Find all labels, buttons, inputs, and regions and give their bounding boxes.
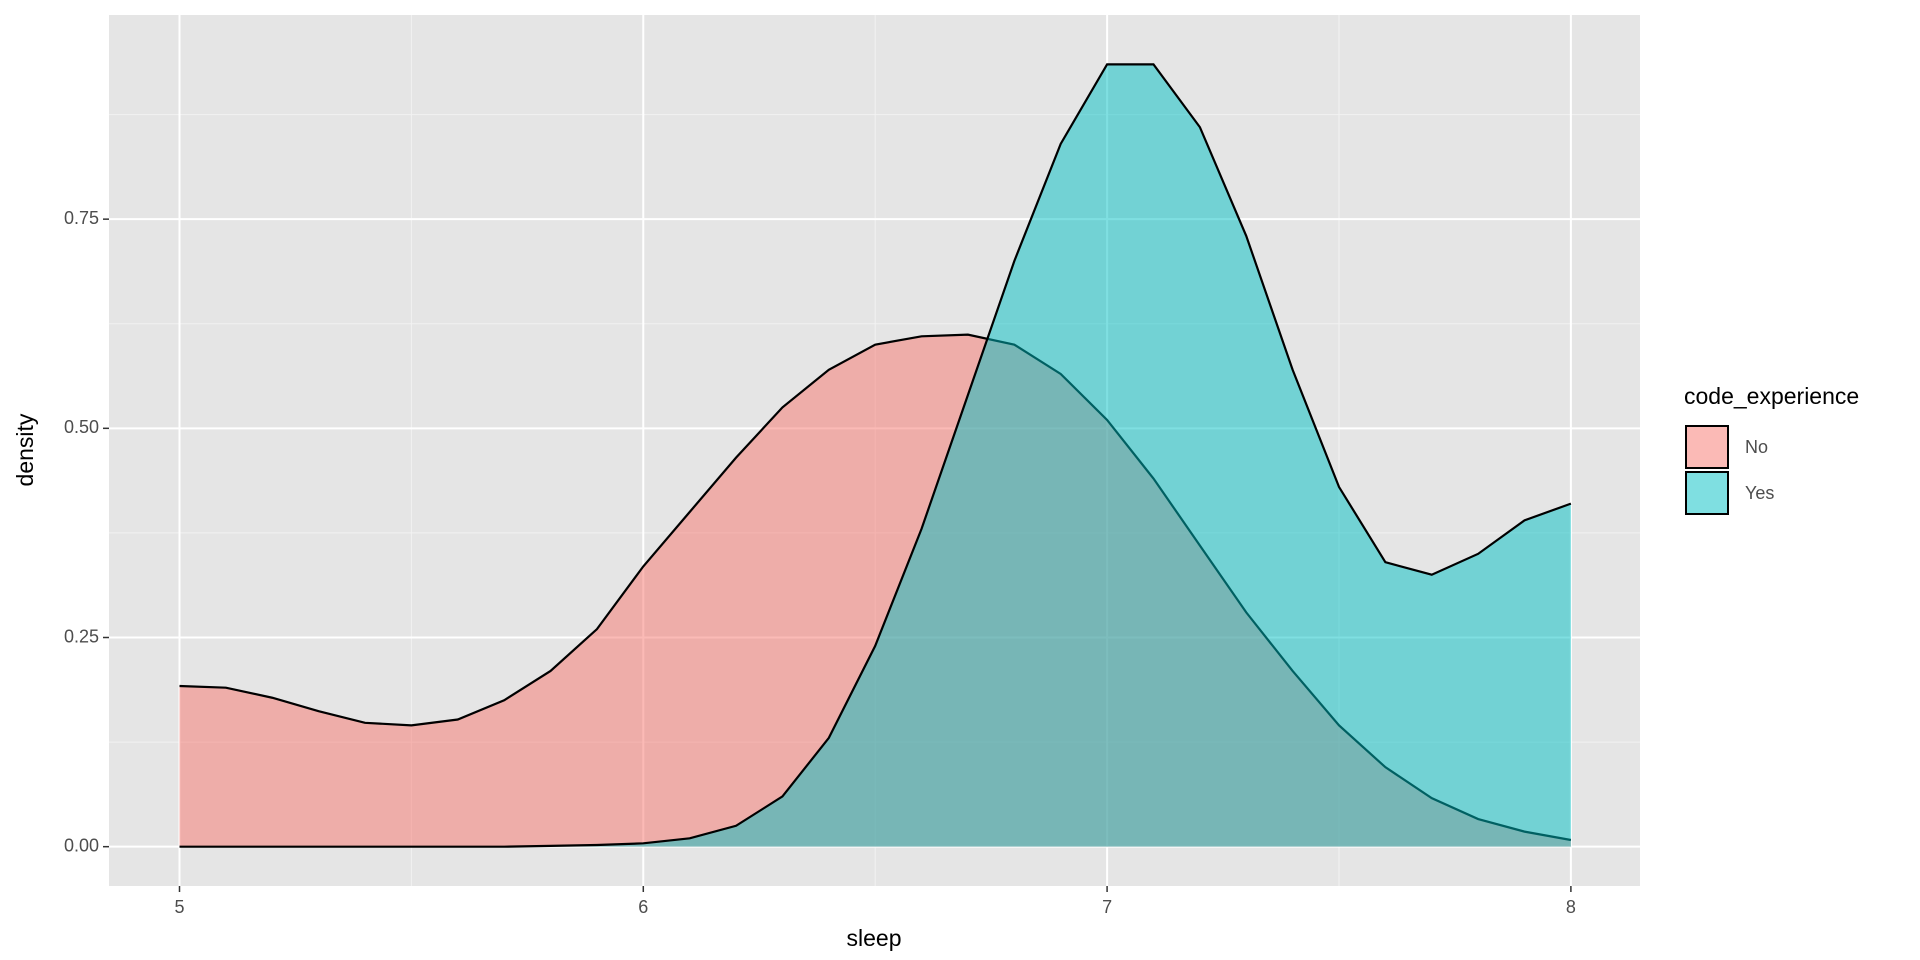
density-area <box>179 64 1571 847</box>
x-axis-title: sleep <box>847 925 902 951</box>
x-tick-label: 7 <box>1102 897 1112 917</box>
y-tick-label: 0.75 <box>64 208 99 228</box>
legend-label: No <box>1745 437 1768 457</box>
y-tick-label: 0.25 <box>64 626 99 646</box>
y-tick-label: 0.00 <box>64 835 99 855</box>
legend-label: Yes <box>1745 483 1774 503</box>
legend-key <box>1685 471 1729 515</box>
legend-key <box>1685 425 1729 469</box>
x-tick-label: 6 <box>638 897 648 917</box>
y-axis-title: density <box>12 413 38 486</box>
density-line <box>179 63 1572 848</box>
x-tick-label: 5 <box>174 897 184 917</box>
legend-title: code_experience <box>1684 383 1859 409</box>
y-tick-label: 0.50 <box>64 417 99 437</box>
x-tick-label: 8 <box>1566 897 1576 917</box>
